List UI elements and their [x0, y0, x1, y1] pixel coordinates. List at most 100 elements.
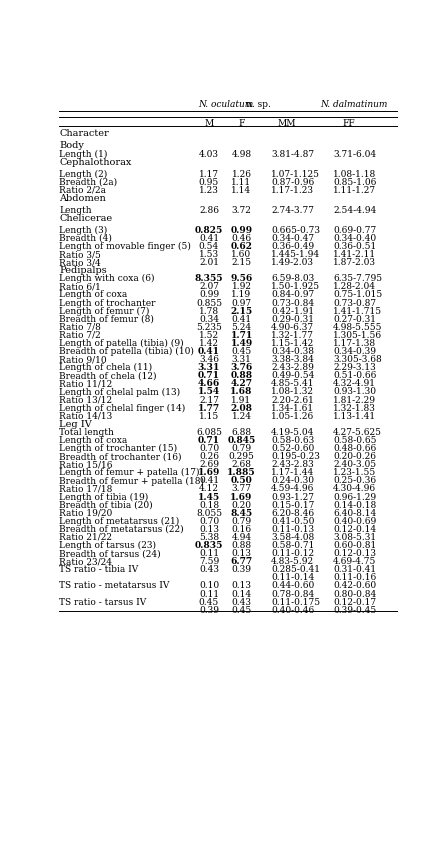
Text: 0.26: 0.26 — [199, 452, 219, 461]
Text: 0.27-0.31: 0.27-0.31 — [333, 314, 376, 324]
Text: 0.95: 0.95 — [199, 177, 219, 187]
Text: 0.60-0.81: 0.60-0.81 — [333, 541, 376, 550]
Text: 1.42: 1.42 — [199, 339, 219, 348]
Text: 2.08: 2.08 — [230, 404, 253, 412]
Text: TS ratio - metatarsus IV: TS ratio - metatarsus IV — [59, 581, 170, 591]
Text: Length of chela (11): Length of chela (11) — [59, 363, 152, 372]
Text: 0.39: 0.39 — [199, 606, 219, 615]
Text: 2.01: 2.01 — [199, 258, 219, 267]
Text: 0.99: 0.99 — [199, 290, 219, 300]
Text: 4.12: 4.12 — [199, 485, 219, 493]
Text: 4.19-5.04: 4.19-5.04 — [271, 428, 314, 437]
Text: 6.35-7.795: 6.35-7.795 — [333, 275, 382, 283]
Text: 0.50: 0.50 — [230, 476, 252, 486]
Text: 0.58-0.65: 0.58-0.65 — [333, 436, 377, 445]
Text: 1.81-2.29: 1.81-2.29 — [333, 395, 376, 405]
Text: Length of tarsus (23): Length of tarsus (23) — [59, 541, 156, 550]
Text: Length: Length — [59, 206, 92, 214]
Text: 8.355: 8.355 — [195, 275, 223, 283]
Text: TS ratio - tibia IV: TS ratio - tibia IV — [59, 566, 139, 574]
Text: Length of movable finger (5): Length of movable finger (5) — [59, 242, 191, 251]
Text: 1.11: 1.11 — [231, 177, 252, 187]
Text: 1.69: 1.69 — [230, 492, 253, 502]
Text: 2.69: 2.69 — [199, 461, 219, 469]
Text: 2.74-3.77: 2.74-3.77 — [271, 206, 314, 214]
Text: 0.52-0.60: 0.52-0.60 — [271, 444, 314, 453]
Text: Ratio 2/2a: Ratio 2/2a — [59, 186, 107, 195]
Text: Length of coxa: Length of coxa — [59, 436, 127, 445]
Text: 1.23-1.55: 1.23-1.55 — [333, 468, 376, 477]
Text: 1.05-1.26: 1.05-1.26 — [271, 412, 314, 421]
Text: 1.32-1.83: 1.32-1.83 — [333, 404, 376, 412]
Text: 0.69-0.77: 0.69-0.77 — [333, 226, 376, 235]
Text: 3.58-4.08: 3.58-4.08 — [271, 533, 314, 542]
Text: 0.58-0.71: 0.58-0.71 — [271, 541, 314, 550]
Text: Length of chelal finger (14): Length of chelal finger (14) — [59, 404, 186, 412]
Text: 0.97: 0.97 — [231, 299, 252, 307]
Text: 0.24-0.30: 0.24-0.30 — [271, 476, 314, 486]
Text: 0.11-0.14: 0.11-0.14 — [271, 573, 314, 582]
Text: Ratio 19/20: Ratio 19/20 — [59, 509, 113, 517]
Text: Pedipalps: Pedipalps — [59, 266, 107, 276]
Text: 0.79: 0.79 — [231, 444, 252, 453]
Text: 0.43: 0.43 — [199, 566, 219, 574]
Text: 2.15: 2.15 — [231, 258, 252, 267]
Text: 1.17-1.44: 1.17-1.44 — [271, 468, 314, 477]
Text: 0.11-0.12: 0.11-0.12 — [271, 549, 314, 558]
Text: 0.40-0.69: 0.40-0.69 — [333, 517, 376, 526]
Text: 3.72: 3.72 — [232, 206, 251, 214]
Text: 1.11-1.27: 1.11-1.27 — [333, 186, 376, 195]
Text: 0.78-0.84: 0.78-0.84 — [271, 590, 314, 598]
Text: 0.34-0.38: 0.34-0.38 — [271, 347, 314, 356]
Text: 2.43-2.89: 2.43-2.89 — [271, 363, 314, 372]
Text: M: M — [204, 120, 214, 128]
Text: 0.41: 0.41 — [231, 314, 252, 324]
Text: 2.43-2.83: 2.43-2.83 — [271, 461, 314, 469]
Text: 2.20-2.61: 2.20-2.61 — [271, 395, 314, 405]
Text: Ratio 6/1: Ratio 6/1 — [59, 282, 101, 291]
Text: 0.13: 0.13 — [231, 581, 251, 591]
Text: 0.80-0.84: 0.80-0.84 — [333, 590, 376, 598]
Text: Length of trochanter (15): Length of trochanter (15) — [59, 444, 178, 453]
Text: 0.195-0.23: 0.195-0.23 — [271, 452, 320, 461]
Text: 0.41: 0.41 — [199, 234, 219, 243]
Text: 0.88: 0.88 — [231, 541, 252, 550]
Text: 0.79: 0.79 — [231, 517, 252, 526]
Text: 0.58-0.63: 0.58-0.63 — [271, 436, 314, 445]
Text: 0.11: 0.11 — [199, 590, 219, 598]
Text: 1.60: 1.60 — [231, 250, 252, 259]
Text: 0.34-0.40: 0.34-0.40 — [333, 234, 376, 243]
Text: 0.93-1.30: 0.93-1.30 — [333, 387, 376, 396]
Text: 0.85-1.06: 0.85-1.06 — [333, 177, 377, 187]
Text: Cephalothorax: Cephalothorax — [59, 158, 132, 167]
Text: Ratio 3/4: Ratio 3/4 — [59, 258, 101, 267]
Text: Chelicerae: Chelicerae — [59, 214, 112, 223]
Text: 0.73-0.84: 0.73-0.84 — [271, 299, 314, 307]
Text: 0.96-1.29: 0.96-1.29 — [333, 492, 376, 502]
Text: Ratio 21/22: Ratio 21/22 — [59, 533, 112, 542]
Text: Breadth of femur (8): Breadth of femur (8) — [59, 314, 154, 324]
Text: 0.93-1.27: 0.93-1.27 — [271, 492, 314, 502]
Text: 1.87-2.03: 1.87-2.03 — [333, 258, 376, 267]
Text: 3.31: 3.31 — [232, 355, 251, 364]
Text: 4.83-5.92: 4.83-5.92 — [271, 557, 314, 567]
Text: 3.305-3.68: 3.305-3.68 — [333, 355, 382, 364]
Text: 0.40-0.46: 0.40-0.46 — [271, 606, 314, 615]
Text: Length with coxa (6): Length with coxa (6) — [59, 275, 155, 283]
Text: 6.085: 6.085 — [196, 428, 222, 437]
Text: 0.13: 0.13 — [199, 525, 219, 534]
Text: 0.11-0.175: 0.11-0.175 — [271, 598, 320, 607]
Text: Length of metatarsus (21): Length of metatarsus (21) — [59, 517, 180, 526]
Text: 1.54: 1.54 — [198, 387, 220, 396]
Text: Length of femur (7): Length of femur (7) — [59, 307, 150, 316]
Text: 0.29-0.31: 0.29-0.31 — [271, 314, 314, 324]
Text: 0.36-0.51: 0.36-0.51 — [333, 242, 376, 251]
Text: 0.295: 0.295 — [229, 452, 254, 461]
Text: 3.77: 3.77 — [231, 485, 251, 493]
Text: Breadth of chela (12): Breadth of chela (12) — [59, 371, 157, 381]
Text: 1.17-1.38: 1.17-1.38 — [333, 339, 376, 348]
Text: 4.90-6.37: 4.90-6.37 — [271, 323, 314, 331]
Text: N. dalmatinum: N. dalmatinum — [320, 100, 388, 108]
Text: 0.45: 0.45 — [199, 598, 219, 607]
Text: 0.99: 0.99 — [230, 226, 253, 235]
